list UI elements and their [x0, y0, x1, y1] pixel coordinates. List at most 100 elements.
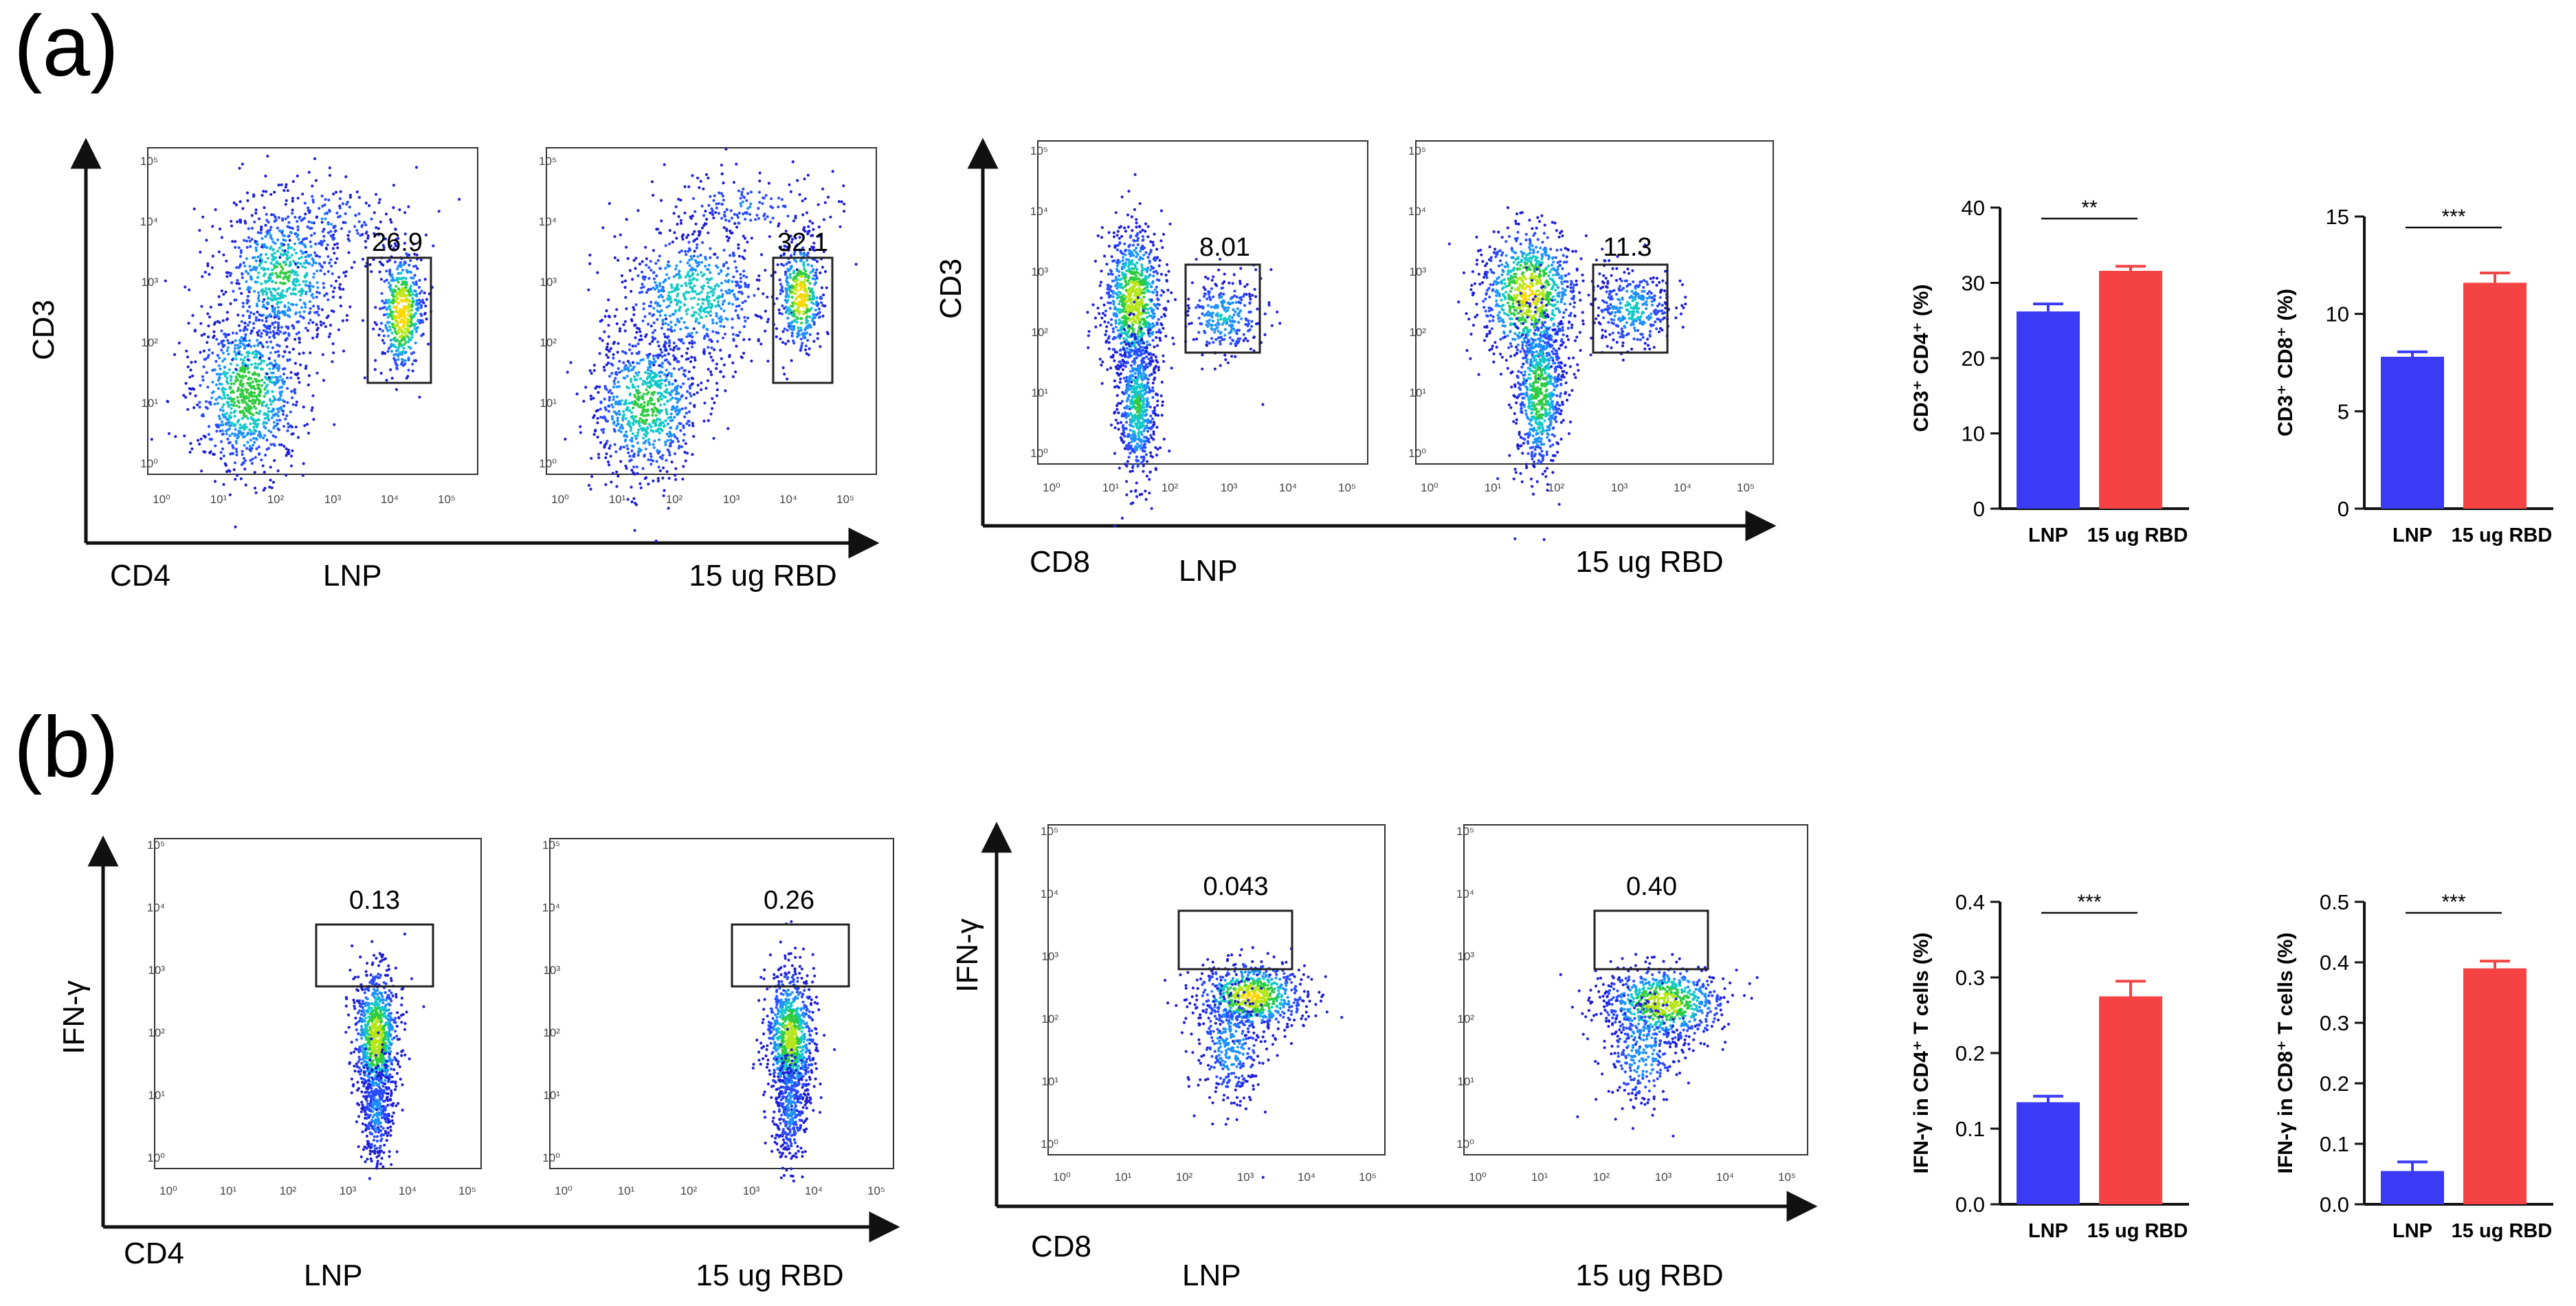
event-dot [256, 231, 260, 234]
event-dot [418, 395, 421, 399]
event-dot [678, 397, 682, 401]
event-dot [803, 348, 808, 352]
event-dot [1137, 277, 1140, 280]
event-dot [795, 316, 799, 320]
event-dot [619, 460, 623, 463]
event-dot [649, 425, 653, 428]
event-dot [403, 362, 407, 366]
event-dot [781, 304, 784, 307]
event-dot [403, 359, 408, 362]
event-dot [263, 298, 266, 301]
y-tick-label: 10⁰ [140, 457, 158, 470]
event-dot [717, 331, 720, 335]
event-dot [249, 311, 253, 314]
event-dot [1142, 296, 1146, 299]
event-dot [579, 425, 582, 428]
event-dot [632, 308, 636, 311]
event-dot [679, 429, 682, 432]
event-dot [213, 480, 217, 483]
event-dot [664, 267, 667, 270]
event-dot [673, 388, 676, 391]
event-dot [250, 329, 254, 333]
event-dot [265, 280, 269, 283]
event-dot [780, 198, 784, 201]
event-dot [274, 272, 278, 275]
event-dot [220, 420, 223, 423]
event-dot [663, 163, 666, 166]
event-dot [269, 245, 273, 249]
event-dot [651, 459, 655, 463]
event-dot [625, 467, 628, 470]
event-dot [766, 318, 770, 321]
event-dot [301, 316, 304, 319]
event-dot [250, 214, 254, 217]
event-dot [652, 446, 656, 450]
event-dot [734, 280, 737, 284]
event-dot [687, 234, 690, 237]
event-dot [811, 294, 815, 298]
event-dot [285, 414, 289, 418]
event-dot [347, 251, 351, 254]
event-dot [658, 469, 662, 473]
event-dot [1135, 221, 1138, 225]
event-dot [656, 304, 660, 307]
event-dot [278, 297, 282, 300]
event-dot [634, 256, 638, 260]
event-dot [270, 416, 274, 419]
event-dot [637, 327, 641, 331]
event-dot [236, 399, 240, 403]
event-dot [1096, 234, 1100, 238]
event-dot [270, 294, 274, 298]
event-dot [623, 320, 627, 323]
event-dot [618, 359, 621, 363]
event-dot [636, 454, 640, 457]
event-dot [194, 360, 197, 364]
event-dot [800, 301, 803, 305]
event-dot [639, 330, 642, 333]
event-dot [309, 240, 312, 243]
event-dot [287, 425, 290, 429]
event-dot [238, 265, 242, 268]
event-dot [651, 335, 654, 339]
event-dot [250, 395, 254, 399]
event-dot [247, 227, 250, 230]
x-axis-label: CD8 [1030, 545, 1090, 579]
event-dot [736, 297, 740, 300]
event-dot [720, 281, 724, 285]
event-dot [276, 238, 280, 242]
event-dot [682, 465, 685, 468]
event-dot [667, 399, 670, 403]
x-tick-label: 10⁵ [438, 493, 456, 506]
event-dot [173, 353, 177, 357]
event-dot [790, 321, 794, 324]
event-dot [230, 219, 233, 223]
event-dot [761, 202, 764, 206]
event-dot [610, 372, 614, 375]
event-dot [1140, 269, 1144, 273]
event-dot [269, 276, 272, 280]
event-dot [205, 239, 208, 242]
event-dot [693, 358, 697, 362]
event-dot [402, 312, 406, 316]
event-dot [248, 239, 252, 243]
event-dot [673, 329, 676, 332]
event-dot [260, 384, 264, 387]
event-dot [746, 295, 750, 298]
event-dot [1148, 274, 1151, 277]
x-tick-label: 10⁴ [381, 493, 399, 506]
event-dot [281, 217, 285, 221]
event-dot [276, 329, 280, 332]
event-dot [649, 366, 652, 369]
event-dot [603, 330, 606, 333]
event-dot [590, 371, 593, 375]
event-dot [679, 385, 682, 389]
event-dot [1146, 303, 1149, 307]
event-dot [1152, 274, 1155, 278]
event-dot [297, 238, 300, 241]
event-dot [212, 335, 215, 340]
event-dot [310, 221, 313, 224]
event-dot [256, 276, 259, 279]
event-dot [735, 225, 739, 229]
event-dot [404, 289, 408, 292]
event-dot [597, 452, 601, 456]
